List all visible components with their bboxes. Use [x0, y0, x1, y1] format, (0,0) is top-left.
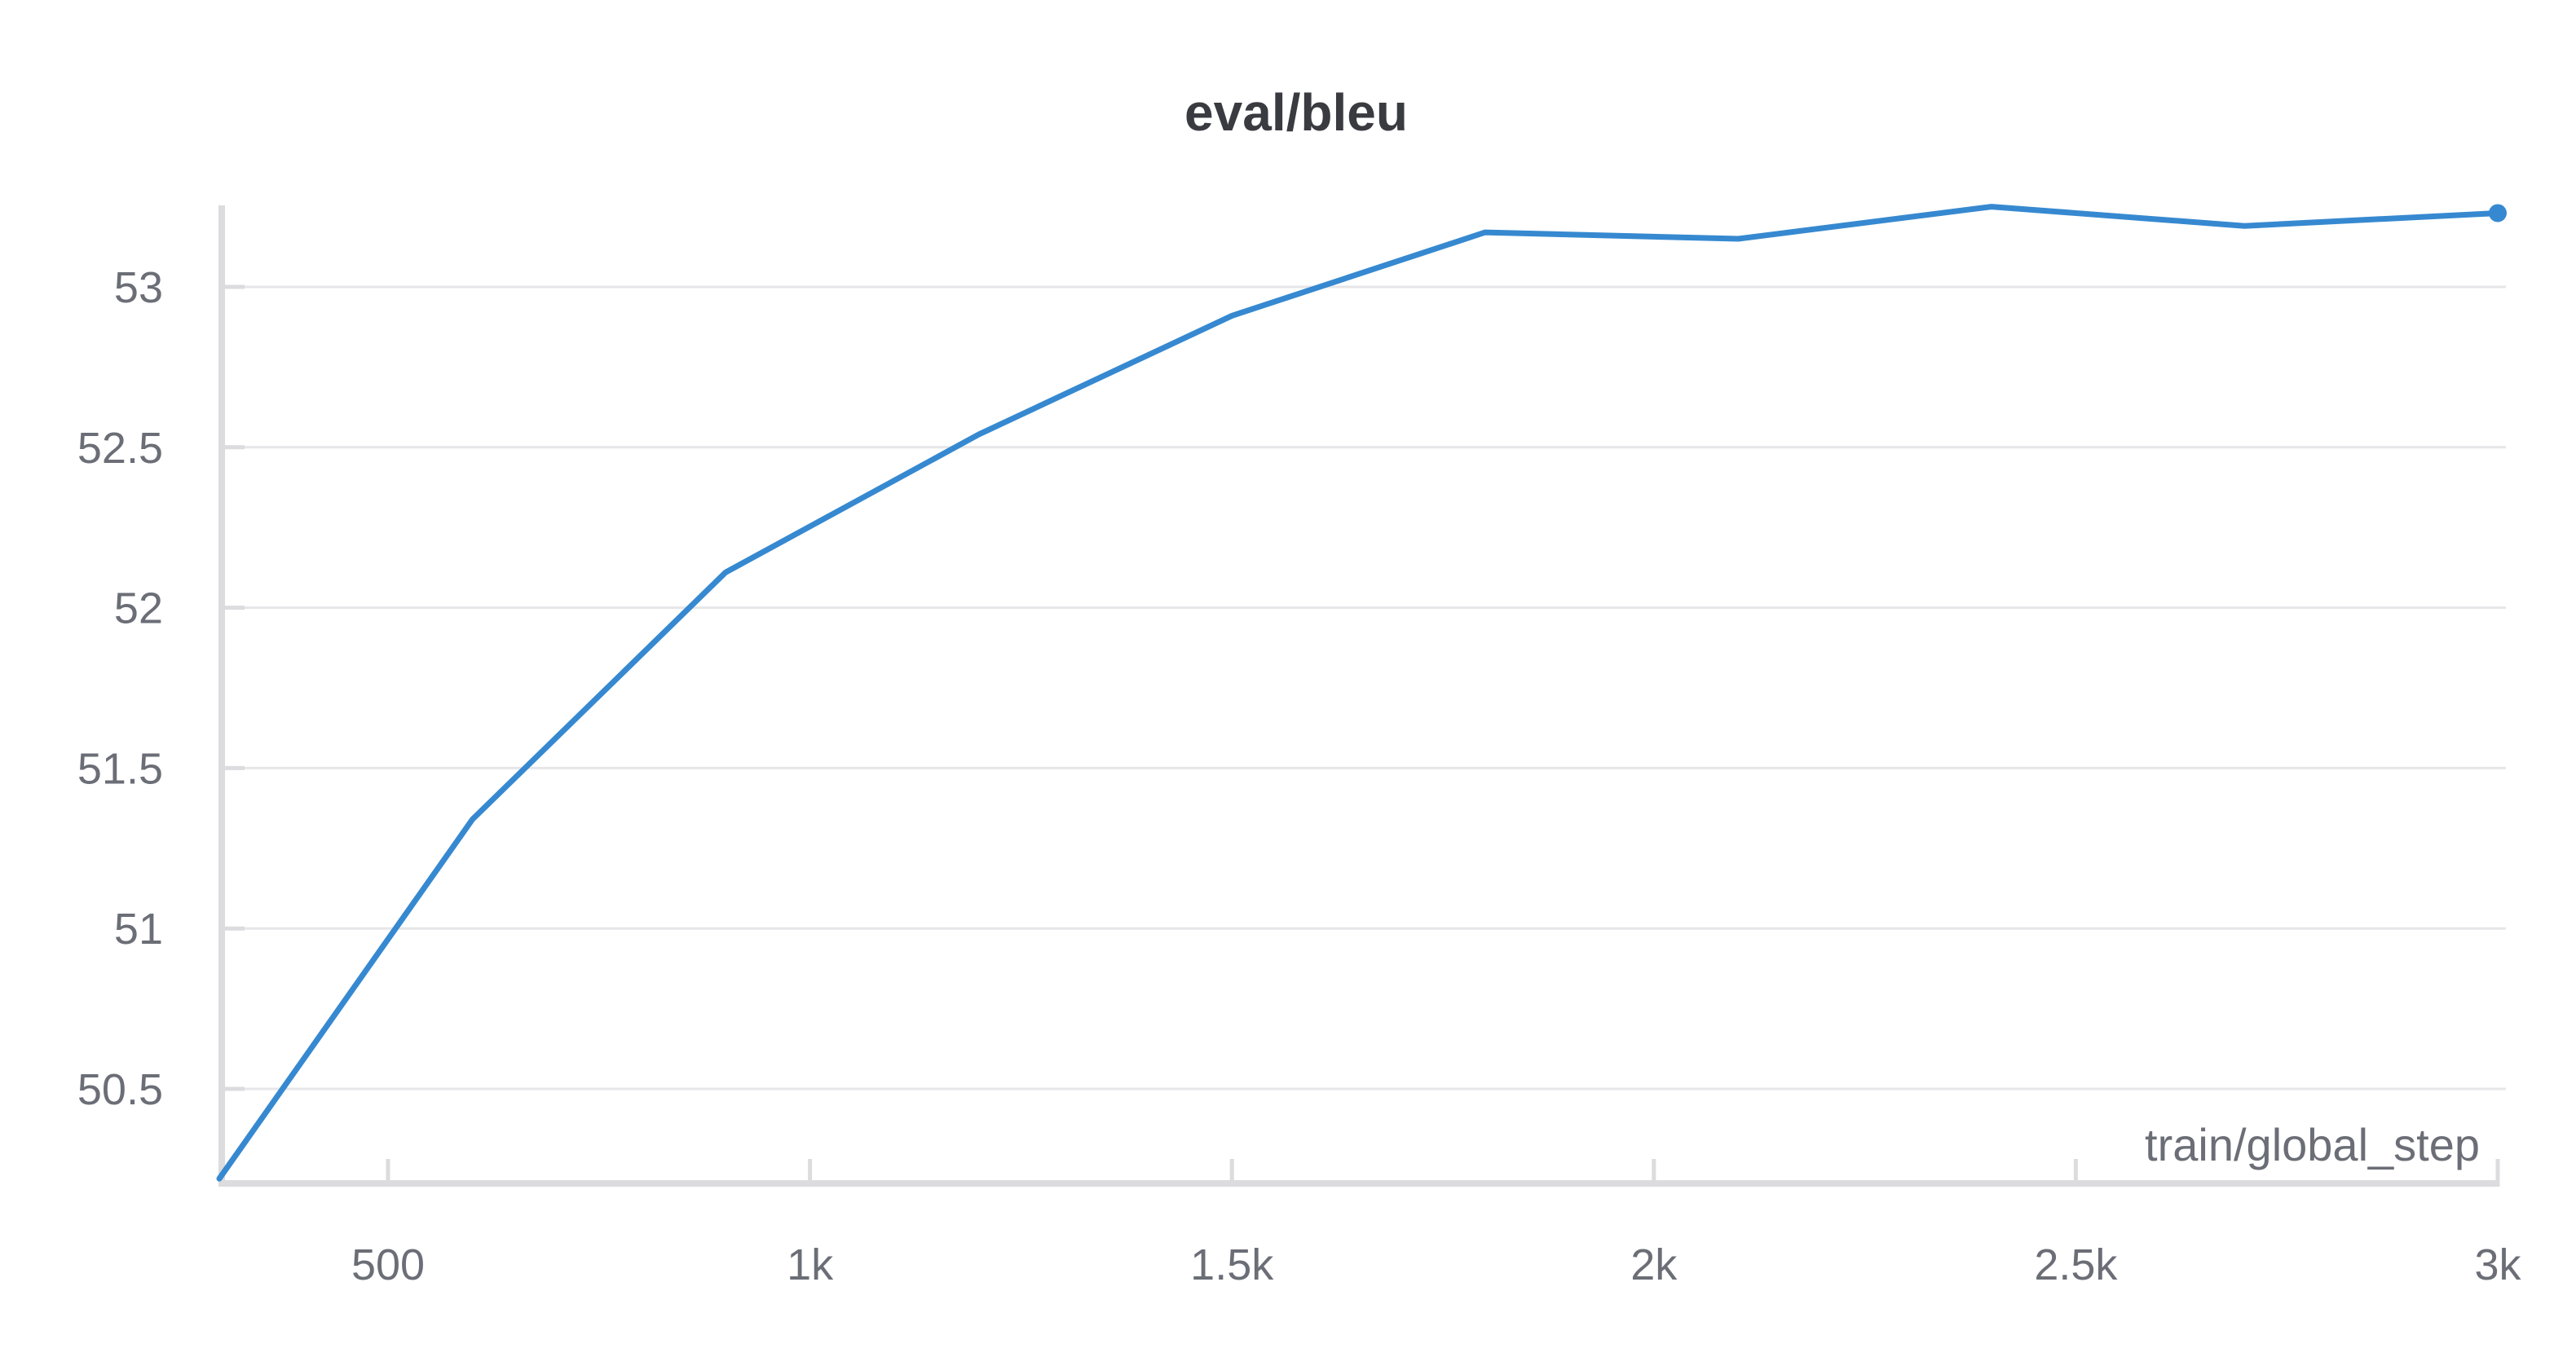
y-tick-label: 50.5: [77, 1065, 163, 1114]
series-line: [216, 204, 2501, 1182]
y-tick-label: 52: [114, 584, 163, 633]
x-axis-ticks: 500 1k 1.5k 2k 2.5k 3k: [351, 1159, 2522, 1289]
grid-lines: [222, 285, 2506, 1090]
x-axis-label: train/global_step: [2145, 1119, 2480, 1170]
x-tick-label: 500: [351, 1240, 425, 1289]
x-tick-label: 2.5k: [2034, 1240, 2118, 1289]
y-tick-label: 51: [114, 905, 163, 954]
y-axis-ticks: 50.5 51 51.5 52 52.5 53: [77, 263, 245, 1114]
y-tick-label: 52.5: [77, 424, 163, 473]
chart-title: eval/bleu: [1184, 83, 1408, 142]
x-tick-label: 2k: [1630, 1240, 1678, 1289]
x-tick-label: 1.5k: [1190, 1240, 1274, 1289]
x-tick-label: 3k: [2474, 1240, 2521, 1289]
x-tick-label: 1k: [787, 1240, 834, 1289]
y-tick-label: 53: [114, 263, 163, 312]
axes: [218, 205, 2499, 1187]
series: [216, 204, 2507, 1182]
series-last-point: [2489, 204, 2507, 222]
y-tick-label: 51.5: [77, 744, 163, 793]
